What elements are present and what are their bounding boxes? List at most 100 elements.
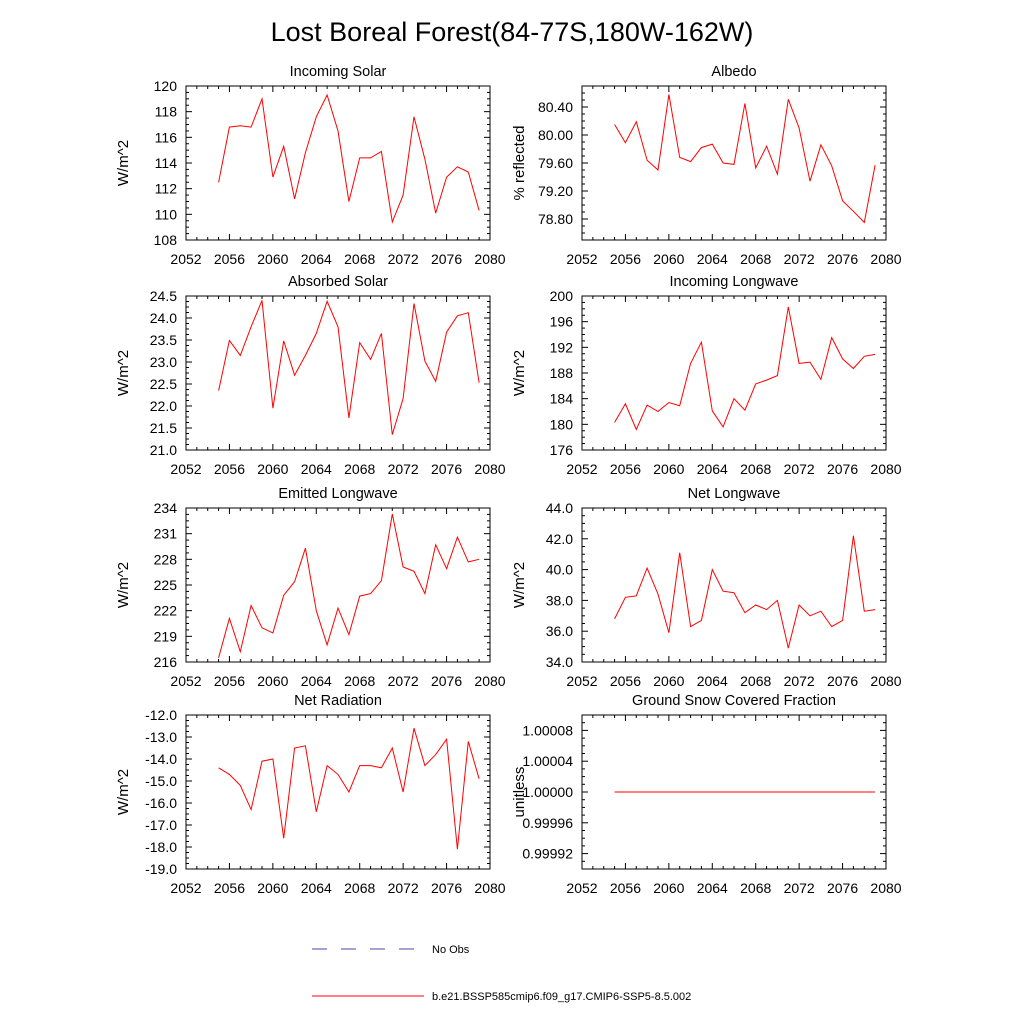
series-line: [218, 513, 480, 658]
series-line: [614, 535, 876, 649]
x-tick-label: 2060: [653, 251, 684, 267]
x-tick-label: 2060: [257, 880, 288, 896]
y-tick-label: 114: [155, 155, 178, 171]
x-tick-label: 2076: [431, 880, 462, 896]
y-axis-label: W/m^2: [115, 769, 132, 815]
y-tick-label: 79.60: [538, 155, 573, 171]
panel-title: Albedo: [711, 64, 756, 80]
y-tick-label: 225: [154, 577, 178, 593]
y-tick-label: 1.00004: [522, 753, 573, 769]
x-tick-label: 2076: [827, 880, 858, 896]
y-tick-label: 108: [154, 232, 178, 248]
x-tick-label: 2080: [870, 673, 901, 689]
y-tick-label: -17.0: [145, 817, 177, 833]
series-line: [614, 306, 876, 431]
x-tick-label: 2056: [610, 880, 641, 896]
x-tick-label: 2060: [257, 251, 288, 267]
y-tick-label: -15.0: [145, 773, 177, 789]
panel-5: Emitted Longwave W/m^2 2052 2056 2060 2064 206…: [115, 486, 506, 689]
plot-frame: [581, 295, 887, 451]
x-tick-label: 2080: [474, 673, 505, 689]
y-axis-label: W/m^2: [115, 350, 132, 396]
figure-title: Lost Boreal Forest(84-77S,180W-162W): [271, 17, 754, 47]
x-tick-label: 2072: [388, 251, 419, 267]
y-tick-label: 23.0: [150, 354, 177, 370]
y-tick-label: 180: [550, 416, 574, 432]
y-tick-label: 78.80: [538, 211, 573, 227]
y-tick-label: 34.0: [546, 654, 573, 670]
y-tick-label: -16.0: [145, 795, 177, 811]
y-tick-label: 112: [155, 181, 178, 197]
y-tick-label: 196: [550, 314, 574, 330]
x-tick-label: 2052: [170, 880, 201, 896]
legend-label-model: b.e21.BSSP585cmip6.f09_g17.CMIP6-SSP5-8.…: [432, 991, 691, 1003]
y-tick-label: 222: [154, 603, 178, 619]
x-tick-label: 2064: [697, 880, 728, 896]
y-tick-label: 23.5: [150, 332, 177, 348]
y-tick-label: 36.0: [546, 623, 573, 639]
y-tick-label: 228: [154, 551, 178, 567]
y-tick-label: 231: [154, 526, 178, 542]
x-tick-label: 2056: [214, 251, 245, 267]
y-axis-label: % reflected: [511, 125, 528, 200]
y-axis-label: unitless: [511, 767, 528, 818]
legend: No Obs b.e21.BSSP585cmip6.f09_g17.CMIP6-…: [312, 944, 691, 1003]
panel-title: Net Radiation: [294, 693, 382, 709]
y-tick-label: 44.0: [546, 500, 573, 516]
plot-frame: [185, 507, 491, 663]
y-tick-label: 0.99992: [522, 846, 573, 862]
x-tick-label: 2076: [431, 251, 462, 267]
x-tick-label: 2068: [344, 880, 375, 896]
y-tick-label: 116: [155, 129, 178, 145]
x-tick-label: 2052: [170, 461, 201, 477]
panel-title: Incoming Solar: [290, 64, 387, 80]
y-axis-label: W/m^2: [511, 350, 528, 396]
panel-title: Incoming Longwave: [670, 274, 799, 290]
y-tick-label: 188: [550, 365, 574, 381]
y-tick-label: 219: [154, 628, 178, 644]
plot-frame: [185, 714, 491, 870]
y-axis-label: W/m^2: [115, 140, 132, 186]
x-tick-label: 2076: [827, 461, 858, 477]
panel-title: Ground Snow Covered Fraction: [632, 693, 836, 709]
y-tick-label: 118: [155, 104, 178, 120]
y-tick-label: 22.0: [150, 398, 177, 414]
panel-7: Net Radiation W/m^2 2052 2056 2060 2064 2068 20…: [115, 693, 506, 896]
y-tick-label: 216: [154, 654, 178, 670]
x-tick-label: 2080: [870, 461, 901, 477]
x-tick-label: 2072: [784, 880, 815, 896]
x-tick-label: 2060: [653, 461, 684, 477]
y-axis-label: W/m^2: [511, 562, 528, 608]
y-tick-label: 184: [550, 391, 574, 407]
x-tick-label: 2072: [784, 673, 815, 689]
y-tick-label: 200: [550, 288, 574, 304]
y-tick-label: 176: [550, 442, 574, 458]
y-tick-label: 42.0: [546, 531, 573, 547]
x-tick-label: 2056: [214, 880, 245, 896]
x-tick-label: 2068: [344, 461, 375, 477]
y-tick-label: 80.00: [538, 127, 573, 143]
panel-title: Net Longwave: [688, 486, 781, 502]
y-tick-label: -14.0: [145, 751, 177, 767]
x-tick-label: 2080: [474, 880, 505, 896]
x-tick-label: 2068: [740, 673, 771, 689]
y-tick-label: 79.20: [538, 183, 573, 199]
x-tick-label: 2068: [740, 461, 771, 477]
y-tick-label: -13.0: [145, 729, 177, 745]
series-line: [218, 299, 480, 435]
x-tick-label: 2056: [610, 251, 641, 267]
x-tick-label: 2068: [344, 251, 375, 267]
panel-title: Emitted Longwave: [278, 486, 397, 502]
x-tick-label: 2060: [653, 880, 684, 896]
x-tick-label: 2052: [170, 251, 201, 267]
series-line: [218, 93, 480, 224]
y-tick-label: 21.0: [150, 442, 177, 458]
x-tick-label: 2068: [344, 673, 375, 689]
series-line: [614, 94, 876, 224]
y-tick-label: 0.99996: [522, 815, 573, 831]
plot-frame: [581, 507, 887, 663]
x-tick-label: 2064: [301, 673, 332, 689]
x-tick-label: 2056: [610, 461, 641, 477]
x-tick-label: 2064: [301, 251, 332, 267]
